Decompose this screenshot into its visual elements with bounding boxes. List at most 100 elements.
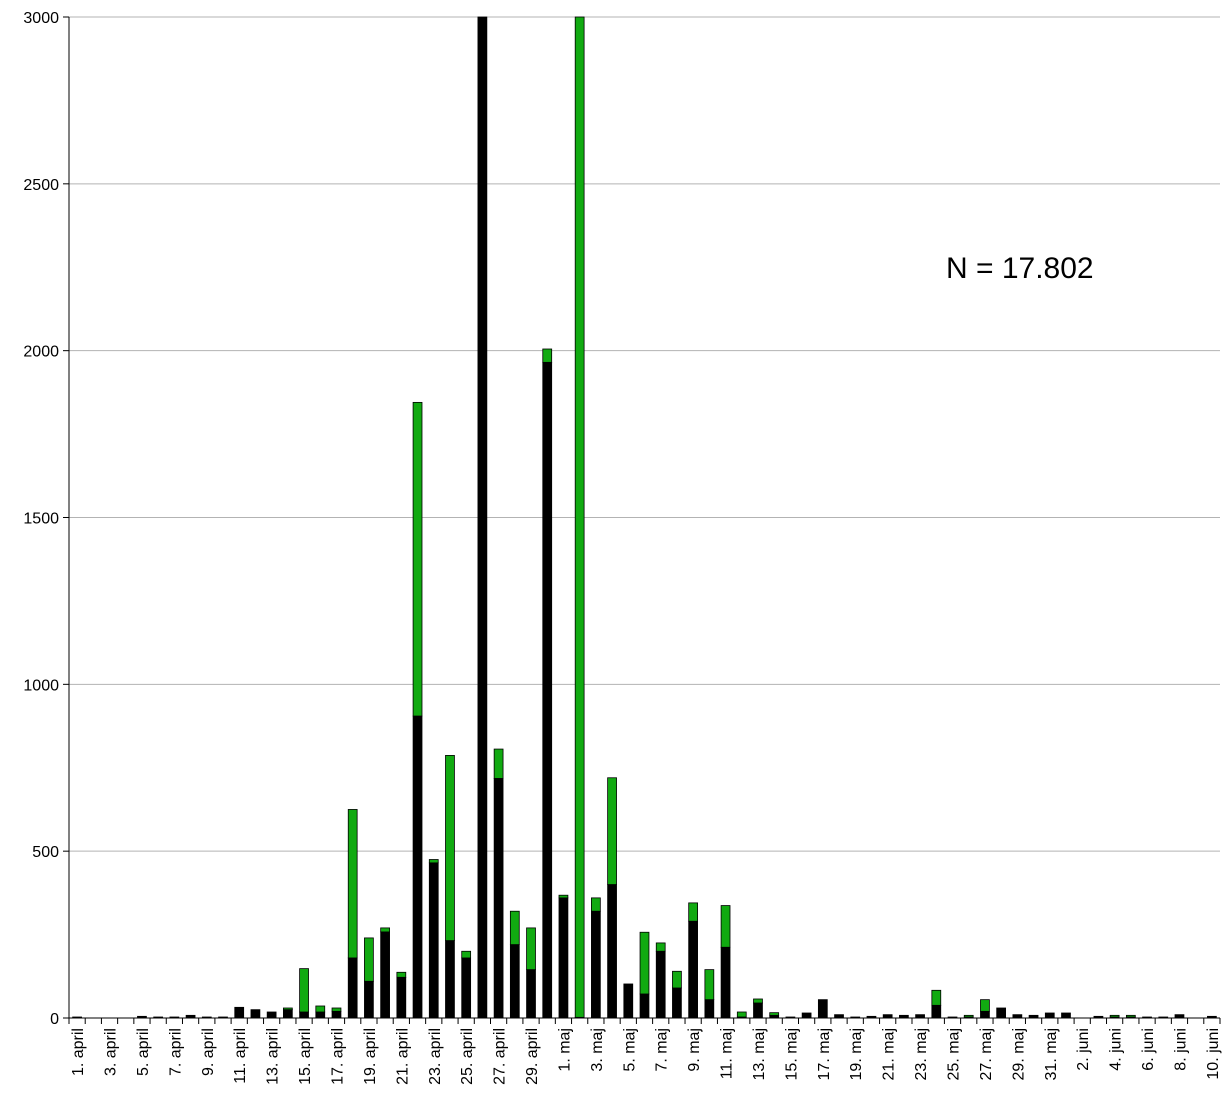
bar-green-35 [639, 931, 650, 995]
bar-green-43 [769, 1012, 780, 1016]
x-tick-label: 3. april [103, 1028, 120, 1076]
bar-green-22 [428, 859, 439, 864]
axes [68, 17, 1221, 1024]
bar-green-41 [736, 1011, 747, 1018]
bar-black-26 [493, 778, 504, 1019]
x-tick-label: 5. maj [621, 1028, 638, 1072]
x-tick-label: 6. juni [1140, 1028, 1157, 1071]
bar-green-27 [509, 910, 520, 945]
x-tick-label: 19. maj [848, 1028, 865, 1080]
bar-black-46 [817, 999, 828, 1019]
x-tick-label: 7. april [167, 1028, 184, 1076]
bar-green-18 [364, 937, 374, 982]
x-tick-labels: 1. april 3. april 5. april 7. april 9. april… [70, 1028, 1222, 1085]
bar-black-36 [655, 950, 666, 1019]
bar-green-13 [282, 1007, 293, 1011]
bar-black-17 [347, 957, 358, 1019]
bar-green-14 [299, 968, 309, 1013]
bar-black-19 [380, 931, 390, 1019]
bar-black-34 [623, 983, 634, 1019]
bar-green-21 [412, 401, 423, 717]
bar-black-29 [542, 361, 553, 1019]
bar-green-19 [380, 927, 390, 933]
bar-black-42 [753, 1002, 763, 1019]
x-tick-label: 13. april [265, 1028, 282, 1085]
bar-black-11 [250, 1009, 261, 1019]
bar-black-57 [996, 1007, 1007, 1019]
bar-black-12 [266, 1011, 277, 1019]
bar-black-16 [331, 1010, 342, 1019]
y-tick-label: 2000 [23, 344, 59, 361]
x-tick-label: 3. maj [589, 1028, 606, 1072]
bar-black-10 [234, 1006, 245, 1019]
bar-black-24 [461, 957, 472, 1019]
x-tick-label: 7. maj [654, 1028, 671, 1072]
x-tick-label: 21. april [394, 1028, 411, 1085]
x-tick-label: 19. april [362, 1028, 379, 1085]
x-tick-label: 25. april [459, 1028, 476, 1085]
bar-black-58 [1012, 1014, 1023, 1019]
x-tick-label: 31. maj [1043, 1028, 1060, 1080]
bar-black-37 [672, 987, 682, 1019]
bar-black-39 [704, 999, 715, 1019]
bar-black-30 [558, 897, 569, 1019]
grid-lines [63, 16, 1220, 1019]
bar-green-56 [980, 999, 990, 1012]
bar-black-47 [834, 1014, 844, 1019]
bar-black-25 [477, 16, 488, 1019]
bar-black-52 [915, 1014, 925, 1019]
bar-green-30 [558, 894, 569, 899]
x-tick-label: 25. maj [946, 1028, 963, 1080]
y-tick-label: 3000 [23, 10, 59, 27]
x-tick-label: 15. maj [783, 1028, 800, 1080]
y-tick-label: 0 [50, 1011, 59, 1028]
bar-green-20 [396, 971, 407, 978]
x-tick-label: 8. juni [1172, 1028, 1189, 1071]
bar-black-14 [299, 1011, 309, 1019]
bar-black-28 [526, 969, 536, 1019]
bar-black-38 [688, 920, 698, 1019]
y-tick-label: 500 [32, 844, 59, 861]
bar-black-20 [396, 976, 407, 1019]
bar-black-13 [282, 1009, 293, 1019]
x-tick-label: 23. april [427, 1028, 444, 1085]
bar-black-35 [639, 993, 650, 1019]
bar-black-18 [364, 980, 374, 1019]
x-tick-label: 4. juni [1108, 1028, 1125, 1071]
sample-size-annotation: N = 17.802 [946, 252, 1094, 285]
x-tick-label: 13. maj [751, 1028, 768, 1080]
x-tick-label: 9. maj [686, 1028, 703, 1072]
bar-green-17 [347, 809, 358, 959]
x-tick-label: 10. juni [1205, 1028, 1222, 1080]
x-tick-label: 27. maj [978, 1028, 995, 1080]
x-tick-label: 21. maj [881, 1028, 898, 1080]
bar-green-29 [542, 348, 553, 363]
bar-green-39 [704, 969, 715, 1001]
bar-green-24 [461, 950, 472, 959]
x-tick-label: 9. april [200, 1028, 217, 1076]
bar-green-64 [1109, 1014, 1120, 1018]
bar-black-56 [980, 1010, 990, 1019]
bar-black-50 [882, 1014, 893, 1019]
y-tick-label: 1000 [23, 677, 59, 694]
x-tick-label: 17. maj [816, 1028, 833, 1080]
x-tick-label: 1. maj [556, 1028, 573, 1072]
bar-black-53 [931, 1004, 942, 1019]
x-tick-label: 17. april [329, 1028, 346, 1085]
x-tick-label: 1. april [70, 1028, 87, 1076]
bar-green-53 [931, 989, 942, 1006]
bar-green-32 [591, 897, 601, 912]
bar-green-16 [331, 1007, 342, 1012]
bar-green-42 [753, 998, 763, 1004]
bar-black-27 [509, 944, 520, 1019]
x-tick-label: 29. maj [1010, 1028, 1027, 1080]
bar-green-28 [526, 927, 536, 971]
x-tick-label: 11. april [232, 1028, 249, 1084]
x-tick-label: 27. april [492, 1028, 509, 1085]
x-tick-label: 11. maj [719, 1028, 736, 1079]
x-tick-label: 5. april [135, 1028, 152, 1076]
bar-green-15 [315, 1005, 326, 1013]
x-tick-label: 15. april [297, 1028, 314, 1085]
bar-black-60 [1044, 1012, 1055, 1019]
y-tick-labels: 0 500 1000 1500 2000 2500 3000 [23, 10, 59, 1028]
